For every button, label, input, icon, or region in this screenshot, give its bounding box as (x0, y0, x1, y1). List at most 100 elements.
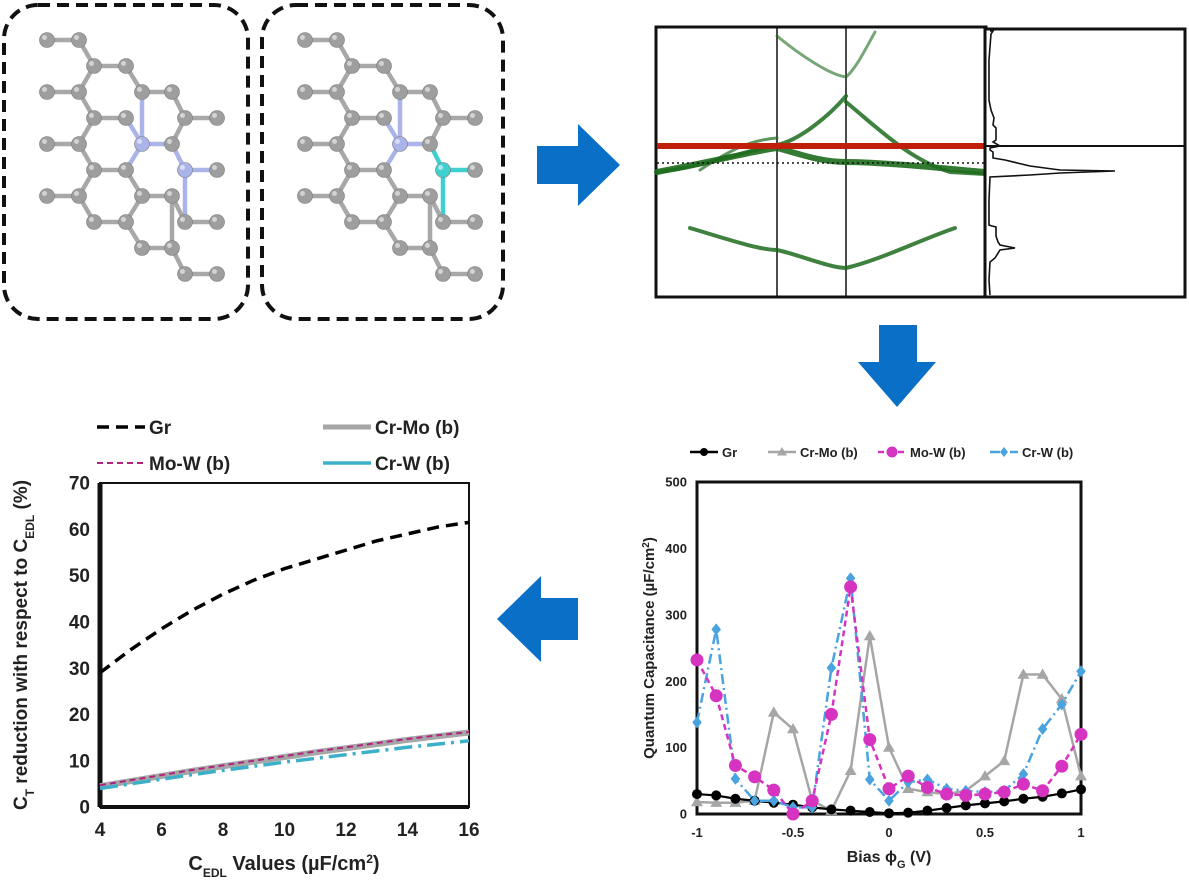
atom (39, 32, 55, 48)
legend-label: Mo-W (b) (910, 445, 966, 460)
atom (118, 214, 134, 230)
atom-highlight (425, 243, 430, 248)
atom (329, 136, 345, 152)
atom-highlight (438, 165, 443, 170)
x-tick-label: 12 (335, 820, 356, 841)
y-tick-label: 70 (69, 474, 90, 495)
atom (435, 214, 451, 230)
arrow-left-icon (497, 576, 578, 662)
qc-data-point (711, 623, 721, 636)
qc-data-point (997, 785, 1011, 799)
atom (376, 110, 392, 126)
ct-reduction-chart: Gr Cr-Mo (b) Mo-W (b) Cr-W (b) 0 10 20 30 40 50 6… (11, 418, 480, 880)
atom (297, 136, 313, 152)
legend-label: Gr (722, 445, 737, 460)
band-structure-panel (654, 25, 988, 299)
atom (177, 214, 193, 230)
qc-data-point (692, 789, 702, 800)
atom (422, 240, 438, 256)
qc-data-point (1055, 759, 1069, 773)
y-tick-label: 50 (69, 566, 90, 587)
legend-label: Cr-Mo (b) (800, 445, 858, 460)
y-tick-label: 500 (665, 475, 687, 490)
atom (86, 162, 102, 178)
atom-highlight (395, 191, 400, 196)
qc-data-point (805, 794, 819, 808)
atom (467, 110, 483, 126)
qc-data-point (749, 794, 760, 807)
qc-data-point (767, 783, 781, 797)
atom (118, 58, 134, 74)
legend-label: Mo-W (b) (149, 454, 230, 475)
atom-highlight (137, 139, 142, 144)
atom-highlight (180, 217, 185, 222)
qc-data-point (730, 793, 741, 804)
qc-data-point (922, 805, 933, 816)
qc-data-point (959, 788, 973, 802)
atom (344, 214, 360, 230)
y-tick-label: 30 (69, 659, 90, 680)
x-tick-label: 16 (458, 820, 479, 841)
atom-highlight (42, 87, 47, 92)
qc-data-point (1076, 784, 1086, 795)
qc-data-point (1016, 777, 1030, 791)
atom-highlight (425, 87, 430, 92)
x-tick-label: 6 (156, 820, 167, 841)
molecule-right (297, 32, 483, 282)
qc-data-point (691, 796, 703, 807)
atom (392, 188, 408, 204)
y-tick-label: 0 (680, 807, 687, 822)
atom (71, 188, 87, 204)
atom (376, 162, 392, 178)
atom-highlight (379, 61, 384, 66)
x-tick-label: -0.5 (782, 825, 804, 840)
atom-highlight (425, 139, 430, 144)
qc-data-point (1036, 784, 1050, 798)
atom (329, 32, 345, 48)
y-tick-label: 100 (665, 740, 687, 755)
atom-highlight (425, 191, 430, 196)
qc-data-point (1018, 768, 1029, 781)
qc-y-axis-label: Quantum Capacitance (µF/cm2) (641, 537, 659, 759)
qc-data-point (864, 807, 875, 818)
qc-data-point (865, 773, 875, 786)
atom-highlight (395, 243, 400, 248)
ct-series (98, 520, 470, 791)
x-tick-label: 0 (885, 825, 892, 840)
ct-y-axis-label: CT reduction with respect to CEDL (%) (11, 480, 37, 810)
atom-highlight (121, 217, 126, 222)
qc-data-point (709, 689, 723, 703)
qc-data-point (710, 796, 723, 807)
qc-data-point (730, 772, 741, 785)
y-tick-label: 40 (69, 613, 90, 634)
atom-highlight (300, 35, 305, 40)
x-tick-label: 4 (95, 820, 106, 841)
qc-data-point (1055, 693, 1068, 704)
atom-highlight (89, 113, 94, 118)
structure-panel-right (260, 3, 505, 321)
legend-marker (700, 448, 708, 456)
atom (297, 84, 313, 100)
dashed-frame-left (2, 3, 250, 321)
atom (164, 136, 180, 152)
atom (435, 110, 451, 126)
atom (177, 266, 193, 282)
atom-highlight (137, 87, 142, 92)
y-tick-label: 300 (665, 607, 687, 622)
atom-highlight (180, 269, 185, 274)
atom-highlight (300, 191, 305, 196)
atom (209, 110, 225, 126)
atom-highlight (332, 191, 337, 196)
qc-data-point (863, 733, 877, 747)
atom (344, 110, 360, 126)
legend-marker (1000, 447, 1008, 457)
ct-x-ticks: 4 6 8 10 12 14 16 (95, 820, 480, 841)
atom-highlight (470, 217, 475, 222)
atom (344, 58, 360, 74)
atom (329, 84, 345, 100)
qc-data-point (998, 754, 1011, 766)
atom-highlight (137, 191, 142, 196)
atom-highlight (332, 87, 337, 92)
legend-label: Cr-W (b) (1022, 445, 1073, 460)
atom-highlight (137, 243, 142, 248)
